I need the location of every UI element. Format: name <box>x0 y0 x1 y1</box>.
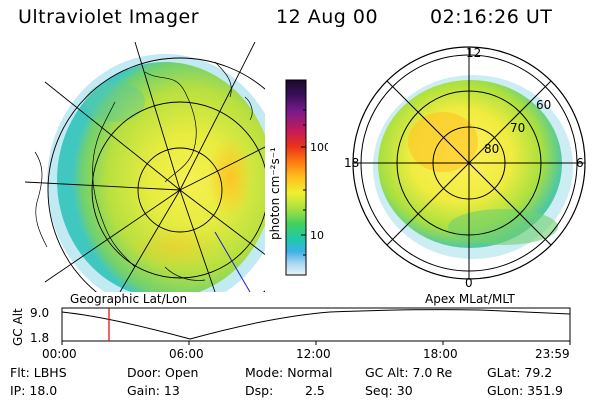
info-dsp-label: Dsp: <box>245 383 274 398</box>
mlt-label-12: 12 <box>466 46 481 60</box>
altitude-xtick-1: 06:00 <box>169 347 204 361</box>
mlat-label-70: 70 <box>510 121 525 135</box>
info-door: Door: Open <box>127 365 199 380</box>
colorbar-ticks <box>301 109 306 256</box>
info-glat: GLat: 79.2 <box>487 365 553 380</box>
altitude-xtick-2: 12:00 <box>296 347 331 361</box>
time-label: 02:16:26 UT <box>430 6 553 28</box>
altitude-ytick-high: 9.0 <box>30 306 49 320</box>
info-ip: IP: 18.0 <box>10 383 58 398</box>
left-panel-caption: Geographic Lat/Lon <box>70 292 188 306</box>
mlt-label-18: 18 <box>344 156 359 170</box>
geographic-image-panel <box>25 42 265 292</box>
mlt-label-0: 0 <box>465 276 473 290</box>
mlat-label-80: 80 <box>484 142 499 156</box>
polar-plot: 12 18 6 0 60 70 80 <box>344 46 586 290</box>
altitude-xtick-0: 00:00 <box>42 347 77 361</box>
altitude-xtick-3: 18:00 <box>423 347 458 361</box>
info-seq: Seq: 30 <box>365 383 413 398</box>
colorbar: 100 10 photon cm⁻²s⁻¹ <box>268 79 328 276</box>
colorbar-tick-10: 10 <box>310 229 324 242</box>
colorbar-tick-100: 100 <box>310 141 328 154</box>
altitude-axis-title: GC Alt <box>11 308 25 346</box>
mlt-label-6: 6 <box>576 156 584 170</box>
altitude-ytick-low: 1.8 <box>30 331 49 345</box>
header: Ultraviolet Imager 12 Aug 00 02:16:26 UT <box>0 0 600 40</box>
aurora-image <box>25 42 265 292</box>
altitude-plot: GC Alt 9.0 1.8 00:00 06:00 12:00 18:00 2… <box>11 306 571 361</box>
instrument-title: Ultraviolet Imager <box>18 6 200 28</box>
colorbar-unit-label: photon cm⁻²s⁻¹ <box>268 147 282 240</box>
info-gc-alt: GC Alt: 7.0 Re <box>365 365 453 380</box>
info-flt: Flt: LBHS <box>10 365 67 380</box>
altitude-curve <box>61 309 571 340</box>
right-panel-caption: Apex MLat/MLT <box>425 292 515 306</box>
altitude-xtick-4: 23:59 <box>535 347 570 361</box>
info-gain: Gain: 13 <box>127 383 180 398</box>
date-label: 12 Aug 00 <box>276 6 379 28</box>
info-dsp-value: 2.5 <box>305 383 325 398</box>
colorbar-gradient <box>285 79 307 276</box>
polar-grid <box>352 46 586 280</box>
info-mode: Mode: Normal <box>245 365 333 380</box>
mlat-label-60: 60 <box>536 98 551 112</box>
info-glon: GLon: 351.9 <box>487 383 563 398</box>
